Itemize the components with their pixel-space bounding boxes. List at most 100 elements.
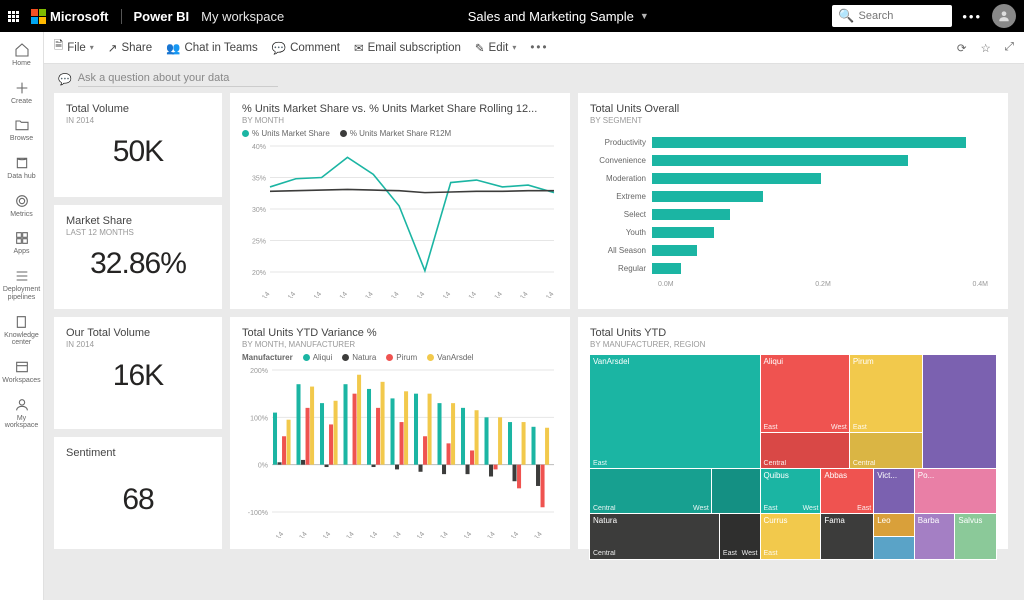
favorite-icon[interactable]: ☆ <box>980 41 990 55</box>
qna-bar[interactable]: 💬 Ask a question about your data <box>44 64 1024 93</box>
file-icon: 🗎 <box>54 38 63 57</box>
kpi-title: Sentiment <box>66 447 210 459</box>
nav-item-home[interactable]: Home <box>0 36 43 74</box>
nav-label: Browse <box>10 135 33 143</box>
home-icon <box>14 42 30 58</box>
treemap-cell[interactable]: VanArsdelEast <box>590 355 761 469</box>
nav-item-my-workspace[interactable]: My workspace <box>0 391 43 436</box>
treemap-cell[interactable]: Leo <box>874 514 915 536</box>
toolbar: 🗎File ↗Share 👥Chat in Teams 💬Comment ✉Em… <box>44 32 1024 64</box>
chart-title: Total Units YTD <box>590 327 996 339</box>
svg-text:30%: 30% <box>252 207 266 214</box>
qna-prompt[interactable]: Ask a question about your data <box>78 72 278 87</box>
app-launcher-icon[interactable] <box>8 11 19 22</box>
treemap-cell[interactable]: Barba <box>915 514 956 559</box>
edit-button[interactable]: ✎Edit <box>475 41 516 55</box>
nav-item-browse[interactable]: Browse <box>0 111 43 149</box>
treemap-cell[interactable]: AliquiEastWest <box>761 355 850 433</box>
avatar[interactable] <box>992 4 1016 28</box>
nav-item-deployment-pipelines[interactable]: Deployment pipelines <box>0 262 43 307</box>
treemap-cell[interactable]: EastWest <box>720 514 761 559</box>
tile-total-units-overall[interactable]: Total Units Overall BY SEGMENT Productiv… <box>578 93 1008 309</box>
chart-sub: BY MONTH <box>242 116 558 125</box>
hbar-row: Productivity <box>590 133 996 151</box>
chat-teams-button[interactable]: 👥Chat in Teams <box>166 41 258 55</box>
nav-item-apps[interactable]: Apps <box>0 224 43 262</box>
left-nav: Home Create Browse Data hub Metrics AppsDeplo… <box>0 32 44 600</box>
nav-label: Create <box>11 98 32 106</box>
treemap-cell[interactable]: Salvus <box>955 514 996 559</box>
email-subscription-button[interactable]: ✉Email subscription <box>354 41 461 55</box>
chart-title: % Units Market Share vs. % Units Market … <box>242 103 558 115</box>
svg-text:May-14: May-14 <box>354 291 374 298</box>
treemap-cell[interactable]: CurrusEast <box>761 514 822 559</box>
svg-text:Jul-14: Jul-14 <box>409 291 427 298</box>
treemap-cell[interactable] <box>712 469 761 514</box>
tile-total-units-ytd[interactable]: Total Units YTD BY MANUFACTURER, REGION … <box>578 317 1008 549</box>
more-toolbar-icon[interactable]: ••• <box>530 42 548 54</box>
kpi-value: 50K <box>66 135 210 169</box>
fullscreen-icon[interactable]: ⤢ <box>1005 41 1014 54</box>
treemap-cell[interactable]: Central <box>761 433 850 470</box>
search-input[interactable] <box>859 10 939 22</box>
treemap-cell[interactable]: NaturaCentral <box>590 514 720 559</box>
report-title[interactable]: Sales and Marketing Sample <box>468 9 634 24</box>
treemap-cell[interactable]: Fama <box>821 514 874 559</box>
svg-text:Jun-14: Jun-14 <box>384 531 403 538</box>
chart-sub: BY MANUFACTURER, REGION <box>590 340 996 349</box>
tile-market-share-chart[interactable]: % Units Market Share vs. % Units Market … <box>230 93 570 309</box>
svg-text:100%: 100% <box>250 415 268 422</box>
nav-item-create[interactable]: Create <box>0 74 43 112</box>
svg-text:Feb-14: Feb-14 <box>289 531 309 538</box>
nav-item-workspaces[interactable]: Workspaces <box>0 353 43 391</box>
treemap-cell[interactable]: Po... <box>915 469 996 514</box>
tile-our-total-volume[interactable]: Our Total Volume IN 2014 16K <box>54 317 222 429</box>
treemap-cell[interactable]: Central <box>850 433 923 470</box>
pencil-icon: ✎ <box>475 41 485 55</box>
tile-market-share[interactable]: Market Share LAST 12 MONTHS 32.86% <box>54 205 222 309</box>
svg-text:Jun-14: Jun-14 <box>382 291 401 298</box>
product-label: Power BI <box>121 9 190 24</box>
svg-text:35%: 35% <box>252 176 266 183</box>
share-button[interactable]: ↗Share <box>108 41 152 55</box>
svg-text:Sep-14: Sep-14 <box>458 291 478 298</box>
svg-text:Oct-14: Oct-14 <box>478 531 497 538</box>
treemap-cell[interactable] <box>874 537 915 559</box>
treemap-cell[interactable] <box>923 355 996 469</box>
hbar-axis: 0.0M0.2M0.4M <box>658 281 988 288</box>
microsoft-logo: Microsoft <box>31 9 109 24</box>
treemap-cell[interactable]: AbbasEast <box>821 469 874 514</box>
db-icon <box>14 155 30 171</box>
grouped-bar-svg: -100%0%100%200%Jan-14Feb-14Mar-14Apr-14M… <box>242 366 558 538</box>
refresh-icon[interactable]: ⟳ <box>957 41 967 55</box>
treemap-cell[interactable]: PirumEast <box>850 355 923 433</box>
treemap-cell[interactable]: QuibusEastWest <box>761 469 822 514</box>
file-button[interactable]: 🗎File <box>54 38 94 57</box>
treemap-cell[interactable]: Vict... <box>874 469 915 514</box>
target-icon <box>14 193 30 209</box>
nav-item-metrics[interactable]: Metrics <box>0 187 43 225</box>
comment-button[interactable]: 💬Comment <box>272 41 340 55</box>
person-icon <box>14 397 30 413</box>
tile-sentiment[interactable]: Sentiment 68 <box>54 437 222 549</box>
svg-text:Dec-14: Dec-14 <box>536 291 556 298</box>
svg-text:Oct-14: Oct-14 <box>485 291 504 298</box>
search-icon: 🔍 <box>838 8 854 24</box>
treemap-cell[interactable]: CentralWest <box>590 469 712 514</box>
nav-item-knowledge-center[interactable]: Knowledge center <box>0 308 43 353</box>
kpi-value: 16K <box>66 359 210 393</box>
nav-item-data-hub[interactable]: Data hub <box>0 149 43 187</box>
tile-total-volume[interactable]: Total Volume IN 2014 50K <box>54 93 222 197</box>
search-box[interactable]: 🔍 <box>832 5 952 27</box>
workspace-label[interactable]: My workspace <box>201 9 284 24</box>
kpi-title: Our Total Volume <box>66 327 210 339</box>
more-icon[interactable]: ••• <box>962 9 982 24</box>
nav-label: Metrics <box>10 211 33 219</box>
ws-icon <box>14 359 30 375</box>
tile-ytd-variance[interactable]: Total Units YTD Variance % BY MONTH, MAN… <box>230 317 570 549</box>
teams-icon: 👥 <box>166 41 180 55</box>
chevron-down-icon[interactable]: ▼ <box>640 11 649 21</box>
chart-legend: % Units Market Share% Units Market Share… <box>242 129 558 138</box>
svg-text:Jul-14: Jul-14 <box>409 531 427 538</box>
svg-text:Feb-14: Feb-14 <box>278 291 298 298</box>
